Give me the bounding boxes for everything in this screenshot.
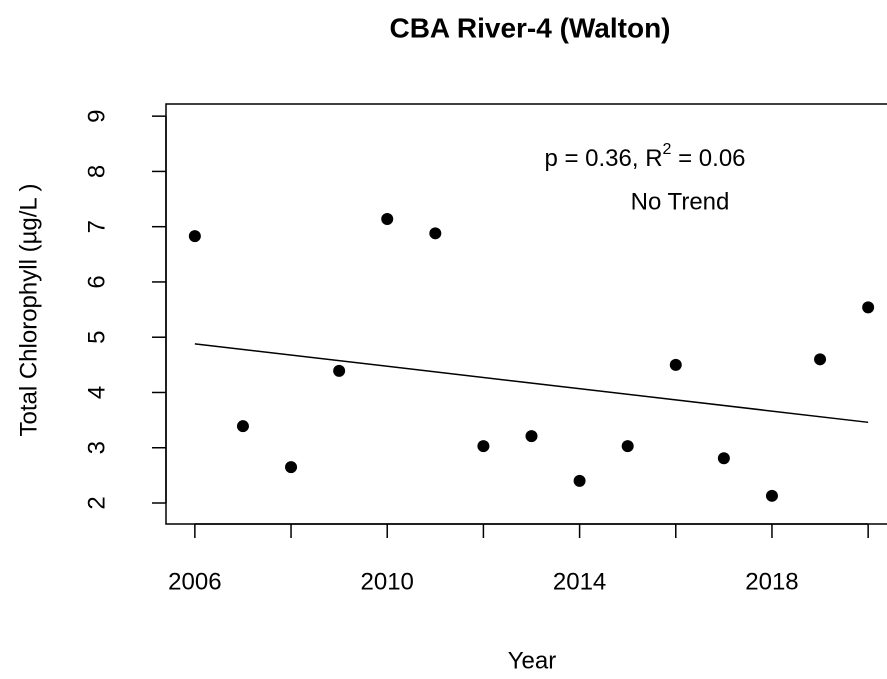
annotation-text: = 0.06 [671, 145, 745, 172]
point [717, 452, 730, 465]
y-tick-label: 7 [83, 220, 110, 233]
point [573, 474, 586, 487]
point [236, 420, 249, 433]
point [333, 364, 346, 377]
y-tick-label: 2 [83, 496, 110, 509]
annotation-superscript: 2 [663, 141, 672, 158]
point [621, 440, 634, 453]
point [188, 230, 201, 243]
x-tick-label: 2014 [553, 568, 606, 595]
point [381, 212, 394, 225]
y-tick-label: 9 [83, 109, 110, 122]
y-tick-label: 3 [83, 441, 110, 454]
x-tick-label: 2010 [361, 568, 414, 595]
annotation: p = 0.36, R2 = 0.06 [544, 141, 745, 172]
y-tick-label: 6 [83, 275, 110, 288]
point [525, 430, 538, 443]
y-tick-label: 4 [83, 386, 110, 399]
plot-frame [165, 103, 887, 525]
point [765, 489, 778, 502]
y-tick-label: 5 [83, 331, 110, 344]
x-axis-label: Year [508, 647, 557, 674]
y-axis-label: Total Chlorophyll (µg/L ) [15, 183, 42, 436]
point [477, 440, 490, 453]
x-tick-label: 2018 [745, 568, 798, 595]
point [285, 461, 298, 474]
annotation-line2: No Trend [631, 188, 730, 215]
trend-line [194, 343, 869, 424]
point [669, 358, 682, 371]
x-tick-label: 2006 [168, 568, 221, 595]
point [429, 227, 442, 240]
point [862, 301, 875, 314]
y-tick-label: 8 [83, 165, 110, 178]
point [814, 353, 827, 366]
chart-title: CBA River-4 (Walton) [389, 12, 670, 43]
annotation-text: p = 0.36, R [544, 145, 662, 172]
